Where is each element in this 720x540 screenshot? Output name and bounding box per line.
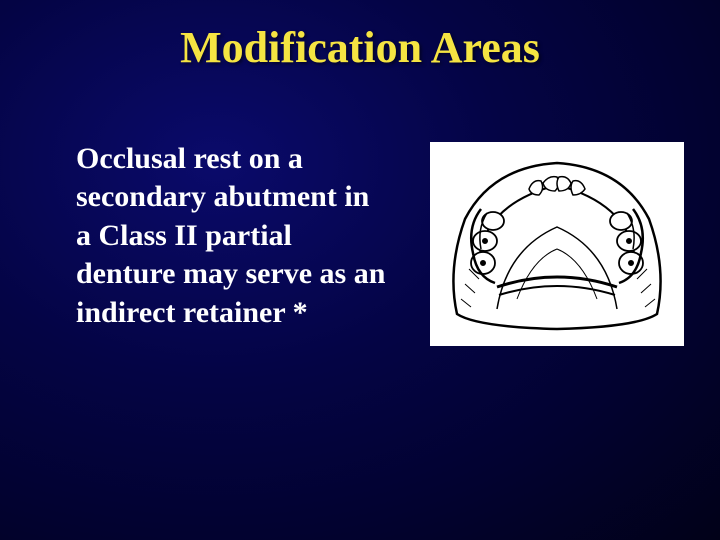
slide-title: Modification Areas	[0, 22, 720, 73]
slide-body-text: Occlusal rest on a secondary abutment in…	[76, 140, 386, 332]
denture-arch-icon	[437, 149, 677, 339]
denture-figure	[430, 142, 684, 346]
